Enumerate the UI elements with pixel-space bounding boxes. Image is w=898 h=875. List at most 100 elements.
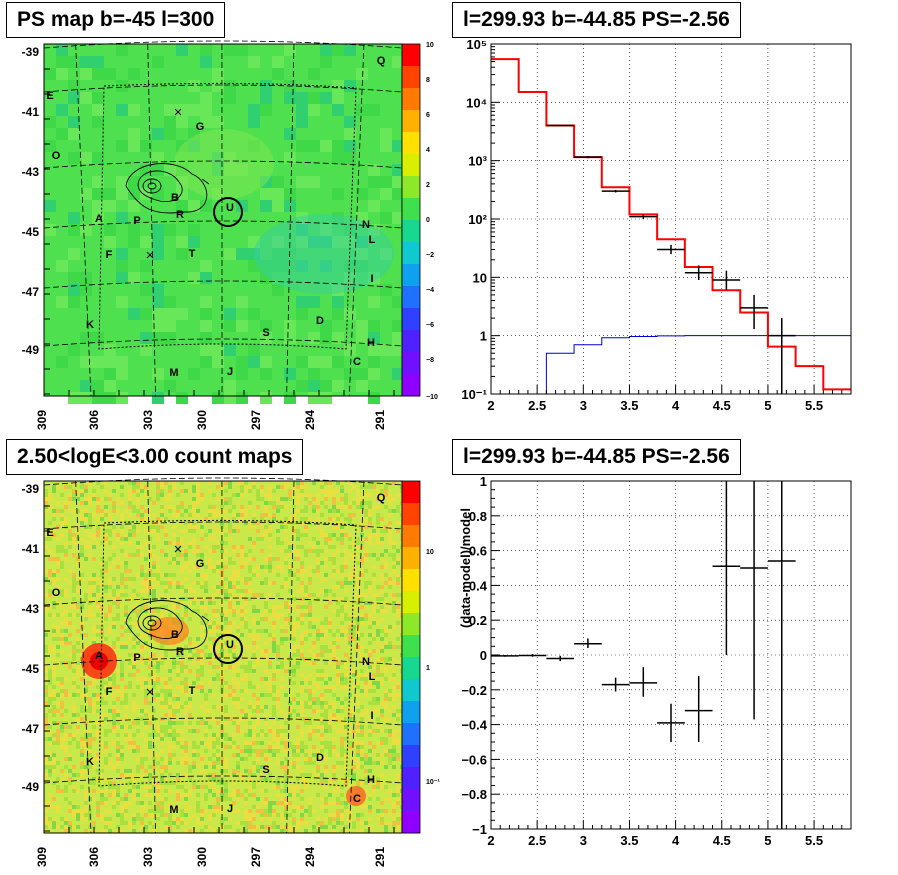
colorbar-swatch	[402, 44, 420, 67]
source-label-c: C	[353, 356, 361, 368]
map-noise	[44, 481, 404, 833]
colorbar-label: −4	[426, 287, 434, 294]
source-label-g: G	[196, 121, 205, 133]
colorbar-swatch	[402, 264, 420, 287]
source-label-g: G	[196, 558, 205, 570]
colorbar-label: 2	[426, 182, 430, 189]
map-bright-patch	[174, 129, 274, 199]
map-grid	[43, 477, 403, 834]
map-x-tick-label: 303	[141, 847, 155, 867]
colorbar-label: −2	[426, 252, 434, 259]
colorbar-swatch	[402, 88, 420, 111]
map-x-tick-label: 297	[249, 847, 263, 867]
ps-map-panel: Q E G O BR U A P NL F T I K S D HC M J -39 -41 -43 -45 -47 -49 3…	[22, 40, 404, 430]
colorbar-swatch	[402, 330, 420, 353]
source-label-m: M	[169, 367, 178, 379]
map-y-tick-label: -49	[22, 780, 40, 794]
source-label-u: U	[226, 202, 234, 214]
colorbar-swatch	[402, 503, 420, 526]
source-label-k: K	[86, 319, 94, 331]
colorbar-label: −8	[426, 357, 434, 364]
source-label-n: N	[362, 219, 370, 231]
map-x-tick-label: 306	[87, 410, 101, 430]
map-ticks	[43, 43, 395, 396]
colorbar-label: −6	[426, 322, 434, 329]
spectrum-x-tick-label: 5.5	[805, 398, 823, 413]
colorbar-swatch	[402, 591, 420, 614]
map-x-tick-label: 300	[195, 847, 209, 867]
source-label-u: U	[226, 639, 234, 651]
source-label-j: J	[227, 366, 233, 378]
colorbar-swatch	[402, 308, 420, 331]
colorbar-label: 8	[426, 77, 430, 84]
map-x-tick-label: 300	[195, 410, 209, 430]
source-label-j: J	[227, 803, 233, 815]
colorbar-swatch	[402, 547, 420, 570]
spectrum-x-tick-label: 3	[580, 398, 587, 413]
colorbar-label: 4	[426, 147, 430, 154]
spectrum-ticks	[490, 43, 852, 395]
map-grid	[43, 40, 403, 397]
residual-x-tick-label: 2.5	[528, 833, 546, 848]
source-label-t: T	[189, 248, 196, 260]
source-label-h: H	[367, 774, 375, 786]
colorbar-swatch	[402, 767, 420, 790]
colorbar-label: 1	[426, 665, 430, 672]
source-label-k: K	[86, 756, 94, 768]
map-x-tick-label: 294	[303, 847, 317, 867]
residual-x-tick-label: 5.5	[805, 833, 823, 848]
source-label-f: F	[106, 686, 113, 698]
map-y-tick-label: -39	[22, 45, 40, 59]
source-label-i: I	[370, 710, 373, 722]
map-x-tick-label: 306	[87, 847, 101, 867]
residual-x-tick-label: 3.5	[620, 833, 638, 848]
cross-marker	[146, 251, 154, 259]
spectrum-x-tick-label: 4.5	[713, 398, 731, 413]
spectrum-y-tick-label: 1	[480, 329, 487, 344]
source-label-s: S	[262, 764, 269, 776]
residual-y-tick-label: −0.2	[461, 683, 487, 698]
residual-y-tick-label: −0.6	[461, 752, 487, 767]
colorbar-swatch	[402, 679, 420, 702]
source-label-m: M	[169, 804, 178, 816]
colorbar-swatch	[402, 132, 420, 155]
source-u-circle	[213, 634, 243, 664]
colorbar-swatch	[402, 198, 420, 221]
colorbar-swatch	[402, 220, 420, 243]
spectrum-grid	[491, 44, 851, 394]
residual-data-points	[491, 481, 796, 829]
source-label-e: E	[46, 90, 53, 102]
colorbar-label: 10	[426, 549, 434, 556]
source-label-n: N	[362, 656, 370, 668]
source-label-t: T	[189, 685, 196, 697]
roi-outline	[98, 82, 357, 350]
spectrum-x-tick-label: 4	[672, 398, 680, 413]
colorbar-swatch	[402, 525, 420, 548]
contours	[125, 163, 210, 214]
spectrum-y-tick-label: 10	[473, 270, 487, 285]
colorbar-label: −10	[426, 394, 438, 401]
colorbar-frame	[401, 43, 421, 397]
source-label-b: B	[171, 629, 179, 641]
source-label-l: L	[369, 671, 376, 683]
residual-y-tick-label: 0.8	[469, 509, 487, 524]
spectrum-chart: 2 2.5 3 3.5 4 4.5 5 5.5 10⁻¹ 1 10 10² 10³ 10⁴ 10⁵	[461, 37, 852, 413]
colorbar-swatch	[402, 613, 420, 636]
source-label-q: Q	[377, 55, 386, 67]
colorbar-swatch	[402, 66, 420, 89]
residual-x-tick-label: 4	[672, 833, 680, 848]
residual-y-tick-label: −0.8	[461, 787, 487, 802]
model-step-line	[491, 58, 851, 391]
map-top-title: PS map b=-45 l=300	[6, 2, 226, 38]
map-y-tick-label: -47	[22, 285, 40, 299]
count-map-panel: Q E G O BR U A P NL F T I K S D HC M J -39 -41 -43 -45 -47 -49 3…	[22, 477, 404, 867]
spectrum-y-tick-label: 10⁵	[466, 37, 487, 52]
source-label-r: R	[176, 646, 184, 658]
colorbar-swatch	[402, 286, 420, 309]
source-label-r: R	[176, 209, 184, 221]
residual-x-tick-label: 4.5	[713, 833, 731, 848]
map-y-tick-label: -49	[22, 343, 40, 357]
residual-y-tick-label: −1	[472, 822, 487, 837]
residual-y-tick-label: 0.6	[469, 544, 487, 559]
colorbar-swatch	[402, 374, 420, 397]
